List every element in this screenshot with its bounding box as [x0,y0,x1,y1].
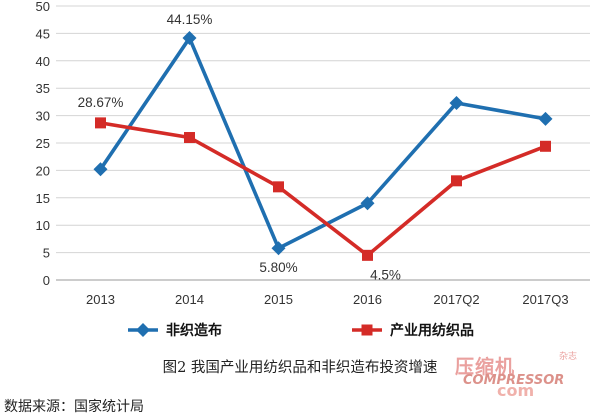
series-markers [93,31,553,261]
data-point [360,196,375,211]
y-tick-label: 0 [43,273,50,288]
y-tick-label: 15 [36,191,50,206]
watermark-main: 压缩机 [455,356,516,378]
x-tick-label: 2017Q3 [522,292,568,307]
y-tick-label: 35 [36,81,50,96]
series-line [99,36,546,251]
watermark-logo: 压缩机 杂志 COMPRESSOR com [455,352,595,416]
y-tick-label: 50 [36,0,50,14]
data-label: 4.5% [370,267,401,282]
data-point [95,117,106,129]
y-tick-label: 30 [36,109,50,124]
data-point [540,140,551,152]
data-point [273,181,284,193]
watermark-url: com [497,381,535,400]
data-label: 28.67% [78,95,124,110]
legend: 非织造布 产业用纺织品 [128,322,474,339]
legend-marker [361,324,373,336]
legend-marker [136,323,150,337]
data-point [451,175,462,187]
legend-label: 非织造布 [166,322,222,339]
data-source-note: 数据来源：国家统计局 [4,399,144,415]
y-tick-label: 45 [36,26,50,41]
data-label: 44.15% [167,12,213,27]
data-point [538,111,553,126]
watermark-sub: COMPRESSOR [463,373,565,388]
data-label: 5.80% [259,260,297,275]
data-point [362,249,373,261]
x-tick-label: 2016 [353,292,382,307]
series-line [100,121,547,258]
y-tick-label: 5 [43,246,50,261]
legend-label: 产业用纺织品 [390,322,474,339]
data-point [271,241,286,256]
gridlines [56,5,590,281]
x-tick-label: 2013 [86,292,115,307]
y-axis-ticks: 0 5 10 15 20 25 30 35 40 45 50 [36,0,50,288]
watermark-side: 杂志 [559,352,578,362]
data-point [182,31,197,46]
series-lines [99,36,547,258]
y-tick-label: 20 [36,163,50,178]
x-tick-label: 2015 [264,292,293,307]
data-labels: 44.15% 28.67% 5.80% 4.5% [78,12,401,282]
y-tick-label: 25 [36,136,50,151]
x-tick-label: 2014 [175,292,204,307]
data-point [93,162,108,177]
x-axis-ticks: 2013 2014 2015 2016 2017Q2 2017Q3 [86,292,569,307]
y-tick-label: 40 [36,54,50,69]
data-point [449,95,464,110]
figure-caption: 图2 我国产业用纺织品和非织造布投资增速 [162,360,438,376]
y-tick-label: 10 [36,218,50,233]
data-point [184,132,195,144]
x-tick-label: 2017Q2 [433,292,479,307]
